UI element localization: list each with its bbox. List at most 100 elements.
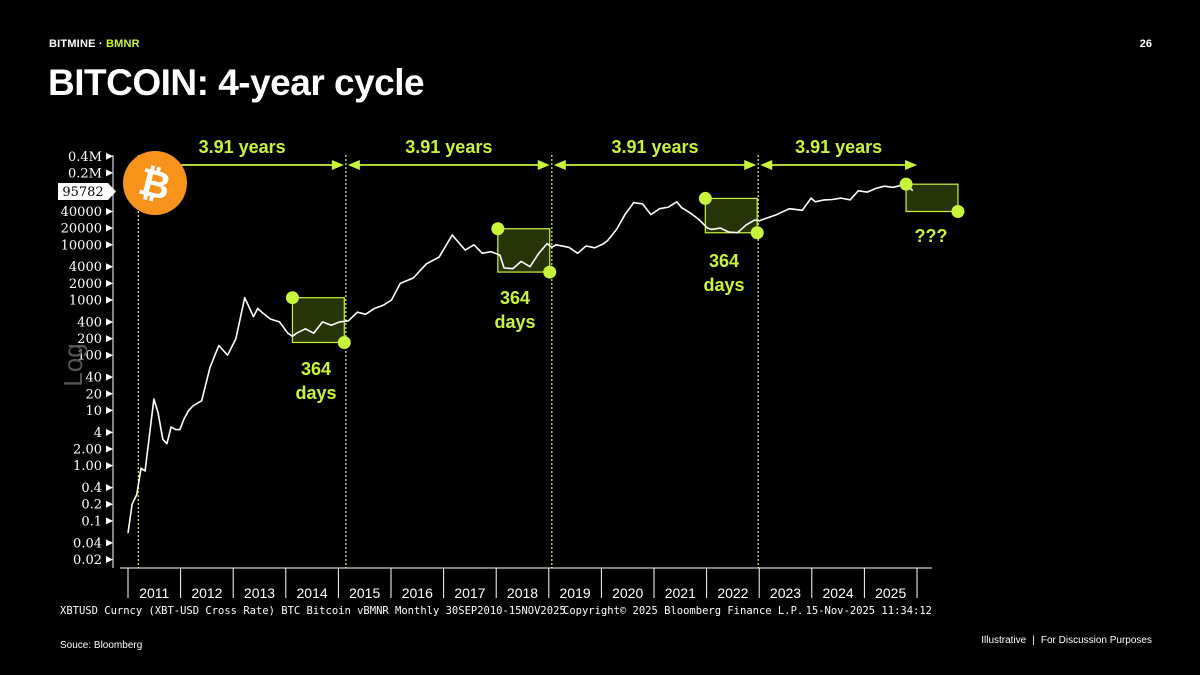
- y-tick-label: 2000: [69, 277, 102, 292]
- page-number: 26: [1139, 38, 1152, 50]
- annotation-layer: 3.91 years 3.91 years 3.91 years 3.91 years…: [60, 137, 965, 617]
- cycle-duration-label: 3.91 years: [611, 137, 698, 157]
- drawdown-duration-label: 364: [709, 251, 739, 271]
- y-tick-arrow: [106, 279, 113, 287]
- y-tick-label: 4: [94, 426, 102, 441]
- bloomberg-copyright: Copyright© 2025 Bloomberg Finance L.P.: [563, 605, 803, 617]
- y-axis-label: Log: [58, 343, 88, 386]
- y-tick-arrow: [106, 500, 113, 508]
- last-price-label: 95782: [62, 185, 103, 200]
- y-tick-arrow: [106, 335, 113, 343]
- bitcoin-logo-icon: [123, 151, 187, 215]
- drawdown-box: [291, 297, 345, 344]
- y-tick-label: 200: [77, 332, 102, 347]
- x-tick-label: 2021: [665, 585, 696, 601]
- cycle-peak-dot: [285, 291, 299, 305]
- y-tick-arrow: [106, 224, 113, 232]
- y-tick-arrow: [106, 406, 113, 414]
- x-tick-label: 2023: [770, 585, 801, 601]
- drawdown-duration-label: 364: [500, 288, 530, 308]
- y-tick-label: 10000: [61, 238, 102, 253]
- y-tick-label: 400: [77, 315, 102, 330]
- y-tick-label: 100: [77, 349, 102, 364]
- x-tick-label: 2016: [402, 585, 433, 601]
- y-tick-label: 0.2M: [68, 166, 102, 181]
- drawdown-boxes: [291, 183, 959, 344]
- y-tick-arrow: [106, 539, 113, 547]
- x-tick-label: 2025: [875, 585, 906, 601]
- y-tick-arrow: [106, 428, 113, 436]
- cycle-bottom-dot: [951, 205, 965, 219]
- drawdown-duration-label: ???: [915, 226, 948, 246]
- x-tick-label: 2015: [349, 585, 380, 601]
- cycle-arrow-head-left: [760, 160, 773, 170]
- y-tick-arrow: [106, 318, 113, 326]
- cycle-peak-dot: [698, 191, 712, 205]
- y-tick-label: 20: [85, 387, 102, 402]
- grid-layer: [137, 155, 759, 568]
- cycle-peak-dot: [491, 222, 505, 236]
- y-tick-arrow: [106, 555, 113, 563]
- discussion-label: For Discussion Purposes: [1040, 635, 1152, 646]
- cycle-duration-label: 3.91 years: [405, 137, 492, 157]
- drawdown-box: [704, 197, 758, 234]
- bloomberg-timestamp: 15-Nov-2025 11:34:12: [806, 605, 932, 617]
- last-price-box: [58, 183, 108, 200]
- x-tick-label: 2019: [560, 585, 591, 601]
- y-tick-arrow: [106, 241, 113, 249]
- y-tick-arrow: [106, 296, 113, 304]
- x-tick-label: 2014: [297, 585, 328, 601]
- x-tick-label: 2020: [612, 585, 643, 601]
- y-tick-label: 0.1: [81, 514, 102, 529]
- cycle-peak-dot: [899, 177, 913, 191]
- y-tick-arrow: [106, 390, 113, 398]
- y-tick-label: 1.00: [73, 459, 102, 474]
- cycle-bottom-dot: [337, 335, 351, 349]
- y-tick-label: 4000: [69, 260, 102, 275]
- cycle-arrow-head-left: [347, 160, 360, 170]
- cycle-arrow-head-right: [744, 160, 757, 170]
- cycle-arrow-head-right: [537, 160, 550, 170]
- x-tick-label: 2022: [717, 585, 748, 601]
- y-tick-label: 2.00: [73, 443, 102, 458]
- x-tick-label: 2018: [507, 585, 538, 601]
- x-tick-label: 2012: [191, 585, 222, 601]
- y-tick-label: 0.2: [81, 498, 102, 513]
- y-tick-label: 10: [85, 404, 102, 419]
- price-line-layer: [127, 184, 914, 534]
- y-tick-arrow: [106, 373, 113, 381]
- illustrative-label: Illustrative: [981, 635, 1027, 646]
- cycle-duration-label: 3.91 years: [199, 137, 286, 157]
- page-title: BITCOIN: 4-year cycle: [48, 62, 425, 103]
- drawdown-duration-unit: days: [703, 275, 744, 295]
- y-tick-arrow: [106, 517, 113, 525]
- drawdown-duration-unit: days: [494, 312, 535, 332]
- brand-main: BITMINE ·: [49, 38, 106, 50]
- bloomberg-series-info: XBTUSD Curncy (XBT-USD Cross Rate) BTC B…: [60, 605, 566, 617]
- drawdown-box: [905, 183, 959, 213]
- last-price-pointer: [108, 183, 116, 200]
- x-tick-label: 2024: [823, 585, 854, 601]
- cycle-bottom-dot: [543, 265, 557, 279]
- footer-disclaimer: Illustrative | For Discussion Purposes: [981, 635, 1152, 646]
- cycle-bottom-dot: [750, 226, 764, 240]
- cycle-duration-label: 3.91 years: [795, 137, 882, 157]
- y-tick-label: 0.4M: [68, 150, 102, 165]
- y-tick-arrow: [106, 169, 113, 177]
- drawdown-duration-label: 364: [301, 359, 331, 379]
- x-tick-label: 2013: [244, 585, 275, 601]
- y-tick-label: 20000: [61, 222, 102, 237]
- y-tick-label: 40: [85, 371, 102, 386]
- cycle-arrow-head-left: [553, 160, 566, 170]
- source-note: Souce: Bloomberg: [60, 640, 143, 651]
- drawdown-duration-unit: days: [295, 383, 336, 403]
- cycle-arrow-head-right: [905, 160, 918, 170]
- y-tick-arrow: [106, 263, 113, 271]
- x-tick-label: 2011: [139, 585, 169, 601]
- price-line: [127, 184, 914, 534]
- y-tick-arrow: [106, 484, 113, 492]
- brand-label: BITMINE · BMNR: [49, 38, 140, 50]
- y-tick-label: 0.04: [73, 536, 102, 551]
- y-tick-label: 1000: [69, 293, 102, 308]
